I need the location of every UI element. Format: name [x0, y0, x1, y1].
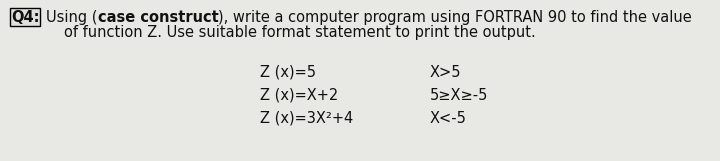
Text: Q4:: Q4:	[11, 9, 40, 24]
Text: X>5: X>5	[430, 65, 462, 80]
Text: X<-5: X<-5	[430, 110, 467, 126]
FancyBboxPatch shape	[10, 8, 40, 26]
Text: Z (x)=5: Z (x)=5	[260, 65, 316, 80]
Text: case construct: case construct	[97, 9, 218, 24]
Text: of function Z. Use suitable format statement to print the output.: of function Z. Use suitable format state…	[64, 24, 536, 39]
Text: Z (x)=3X²+4: Z (x)=3X²+4	[260, 110, 354, 126]
Text: ), write a computer program using FORTRAN 90 to find the value: ), write a computer program using FORTRA…	[218, 9, 692, 24]
Text: Using (: Using (	[46, 9, 97, 24]
Text: 5≥X≥-5: 5≥X≥-5	[430, 87, 488, 103]
Text: Z (x)=X+2: Z (x)=X+2	[260, 87, 338, 103]
